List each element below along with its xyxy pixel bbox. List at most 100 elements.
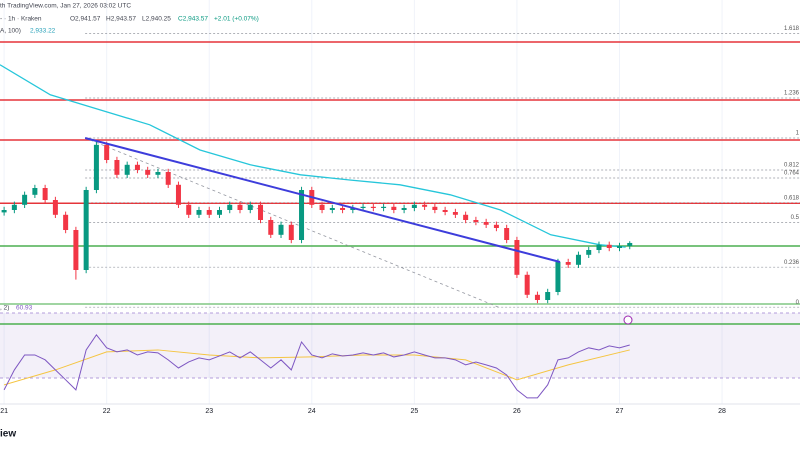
- candle-body: [545, 292, 551, 300]
- x-tick-label: 22: [103, 408, 111, 415]
- candle-body: [114, 160, 120, 175]
- candle-body: [32, 188, 38, 195]
- ohlc-high: H2,943.57: [106, 16, 136, 23]
- candle-body: [196, 210, 202, 215]
- source: th TradingView.com, Jan 27, 2026 03:02 U…: [0, 3, 131, 10]
- ohlc-low: L2,940.25: [142, 16, 171, 23]
- candle-body: [504, 228, 510, 240]
- candle-body: [473, 220, 479, 222]
- candle-body: [401, 208, 407, 210]
- candle-body: [391, 206, 397, 210]
- candle-body: [575, 254, 581, 265]
- candle-body: [565, 262, 571, 265]
- candle-body: [627, 242, 633, 246]
- x-tick-label: 23: [205, 408, 213, 415]
- candle-body: [370, 206, 376, 208]
- candle-body: [227, 204, 233, 210]
- candle-body: [268, 220, 274, 235]
- x-tick-label: 28: [718, 408, 726, 415]
- candle-body: [237, 204, 243, 210]
- fib-label: 1.236: [784, 91, 800, 97]
- candle-body: [586, 250, 592, 255]
- fib-label: 0.764: [784, 171, 800, 177]
- fib-label: 0: [796, 300, 800, 306]
- candle-body: [360, 206, 366, 208]
- candle-body: [247, 204, 253, 210]
- trendline: [84, 137, 561, 263]
- candle-body: [299, 190, 305, 240]
- fib-label: 0.5: [791, 215, 800, 221]
- logo: iew: [0, 429, 16, 440]
- plot: 21 22 23 24 25 26 27 28 1.618 1.236 1 0.812 0.764 0.6…: [0, 26, 800, 415]
- candle-body: [616, 246, 622, 248]
- candle-body: [258, 204, 264, 220]
- rsi-value: 60.93: [16, 305, 33, 312]
- x-tick-label: 27: [616, 408, 624, 415]
- candle-body: [555, 262, 561, 292]
- candle-body: [432, 206, 438, 210]
- rsi-line: [3, 333, 630, 399]
- candle-body: [63, 214, 69, 230]
- candle-body: [534, 294, 540, 300]
- rsi-band: [0, 313, 800, 378]
- candle-body: [186, 204, 192, 215]
- candle-body: [452, 212, 458, 215]
- candle-body: [463, 214, 469, 220]
- candle-body: [514, 240, 520, 275]
- fib-label: 0.812: [784, 163, 800, 169]
- candle-body: [124, 164, 130, 175]
- candle-body: [42, 188, 48, 200]
- candle-body: [11, 204, 17, 210]
- candle-body: [216, 210, 222, 215]
- candle-body: [52, 200, 58, 215]
- candle-body: [206, 210, 212, 215]
- fib-label: 1: [796, 131, 800, 137]
- candle-body: [93, 144, 99, 190]
- candle-body: [319, 204, 325, 210]
- candle-body: [145, 170, 151, 175]
- moving-average: [0, 64, 626, 248]
- x-tick-label: 26: [513, 408, 521, 415]
- fib-label: 1.618: [784, 26, 800, 32]
- rsi-ma: [3, 349, 630, 386]
- x-tick-label: 24: [308, 408, 316, 415]
- candle-body: [22, 194, 28, 205]
- candle-body: [350, 208, 356, 210]
- candle-body: [278, 224, 284, 235]
- ohlc-open: O2,941.57: [70, 16, 101, 23]
- candle-body: [340, 208, 346, 210]
- candle-body: [606, 244, 612, 248]
- fib-label: 0.236: [784, 260, 800, 266]
- candle-body: [329, 208, 335, 210]
- candle-body: [83, 190, 89, 270]
- ma-value: 2,933.22: [30, 28, 56, 35]
- x-tick-label: 25: [410, 408, 418, 415]
- candle-body: [524, 274, 530, 295]
- candle-body: [422, 204, 428, 207]
- candle-body: [165, 172, 171, 185]
- fib-label: 0.618: [784, 195, 800, 201]
- candle-body: [1, 210, 7, 213]
- x-tick-label: 21: [0, 408, 8, 415]
- candle-body: [483, 222, 489, 225]
- event-icon[interactable]: [623, 315, 633, 325]
- ohlc-change: +2.01 (+0.07%): [214, 16, 259, 23]
- candle-body: [442, 210, 448, 212]
- candle-body: [411, 204, 417, 208]
- ma-name: A, 100): [0, 28, 21, 35]
- candle-body: [381, 206, 387, 208]
- candle-body: [134, 164, 140, 170]
- rsi-name: , 2): [0, 305, 9, 312]
- fib-diagonal: [90, 139, 501, 309]
- ohlc-close: C2,943.57: [178, 16, 208, 23]
- candle-body: [175, 184, 181, 205]
- candle-body: [493, 224, 499, 228]
- candle-body: [288, 224, 294, 240]
- candle-body: [155, 172, 161, 175]
- candle-body: [596, 244, 602, 250]
- candle-body: [104, 144, 110, 160]
- symbol: - · 1h · Kraken: [0, 16, 42, 23]
- candle-body: [73, 230, 79, 270]
